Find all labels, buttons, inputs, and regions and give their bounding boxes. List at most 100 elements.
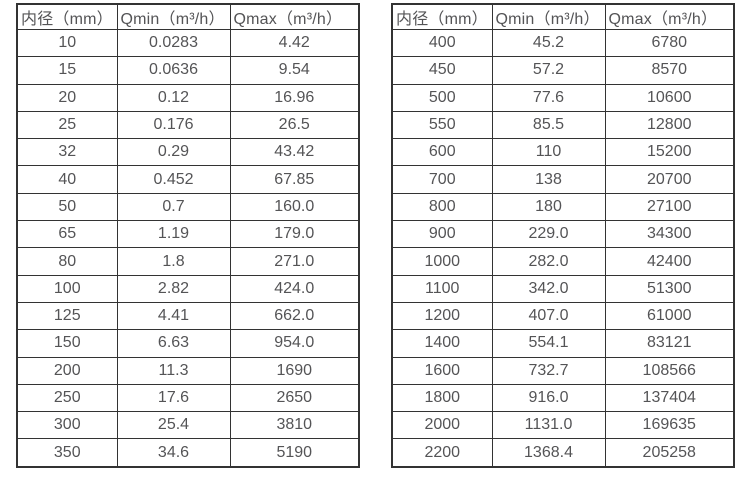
- cell: 0.0283: [116, 28, 231, 58]
- cell: 150: [16, 329, 118, 358]
- cell: 500: [391, 83, 493, 112]
- cell: 17.6: [116, 383, 231, 413]
- cell: 5190: [229, 438, 360, 468]
- cell: 16.96: [229, 83, 360, 112]
- table-row: 350 34.6 5190: [16, 438, 360, 468]
- header-row: 内径（mm） Qmin（m³/h） Qmax（m³/h）: [16, 3, 360, 30]
- table-row: 1100 342.0 51300: [391, 274, 735, 303]
- cell: 11.3: [116, 356, 231, 385]
- table-row: 80 1.8 271.0: [16, 247, 360, 276]
- table-row: 40 0.452 67.85: [16, 165, 360, 194]
- column-header: Qmax（m³/h）: [604, 3, 735, 30]
- cell: 250: [16, 383, 118, 413]
- cell: 271.0: [229, 247, 360, 276]
- cell: 282.0: [491, 247, 606, 276]
- column-header: Qmax（m³/h）: [229, 3, 360, 30]
- cell: 57.2: [491, 56, 606, 85]
- table-row: 550 85.5 12800: [391, 110, 735, 140]
- table-row: 32 0.29 43.42: [16, 138, 360, 167]
- table-row: 450 57.2 8570: [391, 56, 735, 85]
- table-row: 125 4.41 662.0: [16, 301, 360, 331]
- cell: 800: [391, 192, 493, 222]
- cell: 4.41: [116, 301, 231, 331]
- table-row: 15 0.0636 9.54: [16, 56, 360, 85]
- cell: 0.0636: [116, 56, 231, 85]
- cell: 200: [16, 356, 118, 385]
- cell: 916.0: [491, 383, 606, 413]
- cell: 0.452: [116, 165, 231, 194]
- cell: 15200: [604, 138, 735, 167]
- cell: 137404: [604, 383, 735, 413]
- cell: 42400: [604, 247, 735, 276]
- table-row: 400 45.2 6780: [391, 28, 735, 58]
- cell: 600: [391, 138, 493, 167]
- cell: 45.2: [491, 28, 606, 58]
- table-row: 300 25.4 3810: [16, 411, 360, 440]
- cell: 1.19: [116, 220, 231, 249]
- cell: 450: [391, 56, 493, 85]
- table-row: 20 0.12 16.96: [16, 83, 360, 112]
- cell: 1131.0: [491, 411, 606, 440]
- cell: 20700: [604, 165, 735, 194]
- cell: 77.6: [491, 83, 606, 112]
- cell: 8570: [604, 56, 735, 85]
- cell: 0.7: [116, 192, 231, 222]
- cell: 179.0: [229, 220, 360, 249]
- table-row: 1600 732.7 108566: [391, 356, 735, 385]
- cell: 20: [16, 83, 118, 112]
- cell: 1368.4: [491, 438, 606, 468]
- cell: 43.42: [229, 138, 360, 167]
- flow-table-large-diameters: 内径（mm） Qmin（m³/h） Qmax（m³/h） 400 45.2 6780 45…: [391, 3, 735, 468]
- cell: 108566: [604, 356, 735, 385]
- table-row: 500 77.6 10600: [391, 83, 735, 112]
- table-row: 1400 554.1 83121: [391, 329, 735, 358]
- flow-table-small-diameters: 内径（mm） Qmin（m³/h） Qmax（m³/h） 10 0.0283 4.42 1…: [16, 3, 360, 468]
- table-row: 900 229.0 34300: [391, 220, 735, 249]
- table-body: 10 0.0283 4.42 15 0.0636 9.54 20 0.12 16.96 25 0.1…: [16, 28, 360, 468]
- cell: 3810: [229, 411, 360, 440]
- cell: 2650: [229, 383, 360, 413]
- cell: 400: [391, 28, 493, 58]
- cell: 10: [16, 28, 118, 58]
- table-row: 800 180 27100: [391, 192, 735, 222]
- cell: 51300: [604, 274, 735, 303]
- table-row: 200 11.3 1690: [16, 356, 360, 385]
- table-row: 150 6.63 954.0: [16, 329, 360, 358]
- cell: 0.176: [116, 110, 231, 140]
- cell: 732.7: [491, 356, 606, 385]
- cell: 900: [391, 220, 493, 249]
- table-row: 600 110 15200: [391, 138, 735, 167]
- cell: 407.0: [491, 301, 606, 331]
- table-row: 25 0.176 26.5: [16, 110, 360, 140]
- cell: 67.85: [229, 165, 360, 194]
- table-row: 2200 1368.4 205258: [391, 438, 735, 468]
- cell: 350: [16, 438, 118, 468]
- table-body: 400 45.2 6780 450 57.2 8570 500 77.6 10600 550 85.…: [391, 28, 735, 468]
- cell: 1000: [391, 247, 493, 276]
- cell: 9.54: [229, 56, 360, 85]
- cell: 2000: [391, 411, 493, 440]
- cell: 85.5: [491, 110, 606, 140]
- table-row: 10 0.0283 4.42: [16, 28, 360, 58]
- cell: 1400: [391, 329, 493, 358]
- cell: 34.6: [116, 438, 231, 468]
- cell: 27100: [604, 192, 735, 222]
- cell: 550: [391, 110, 493, 140]
- column-header: 内径（mm）: [391, 3, 493, 30]
- cell: 34300: [604, 220, 735, 249]
- cell: 180: [491, 192, 606, 222]
- header-row: 内径（mm） Qmin（m³/h） Qmax（m³/h）: [391, 3, 735, 30]
- table-row: 700 138 20700: [391, 165, 735, 194]
- cell: 300: [16, 411, 118, 440]
- table-row: 65 1.19 179.0: [16, 220, 360, 249]
- cell: 110: [491, 138, 606, 167]
- cell: 26.5: [229, 110, 360, 140]
- cell: 160.0: [229, 192, 360, 222]
- column-header: Qmin（m³/h）: [116, 3, 231, 30]
- cell: 83121: [604, 329, 735, 358]
- cell: 229.0: [491, 220, 606, 249]
- table-row: 50 0.7 160.0: [16, 192, 360, 222]
- cell: 50: [16, 192, 118, 222]
- cell: 12800: [604, 110, 735, 140]
- cell: 342.0: [491, 274, 606, 303]
